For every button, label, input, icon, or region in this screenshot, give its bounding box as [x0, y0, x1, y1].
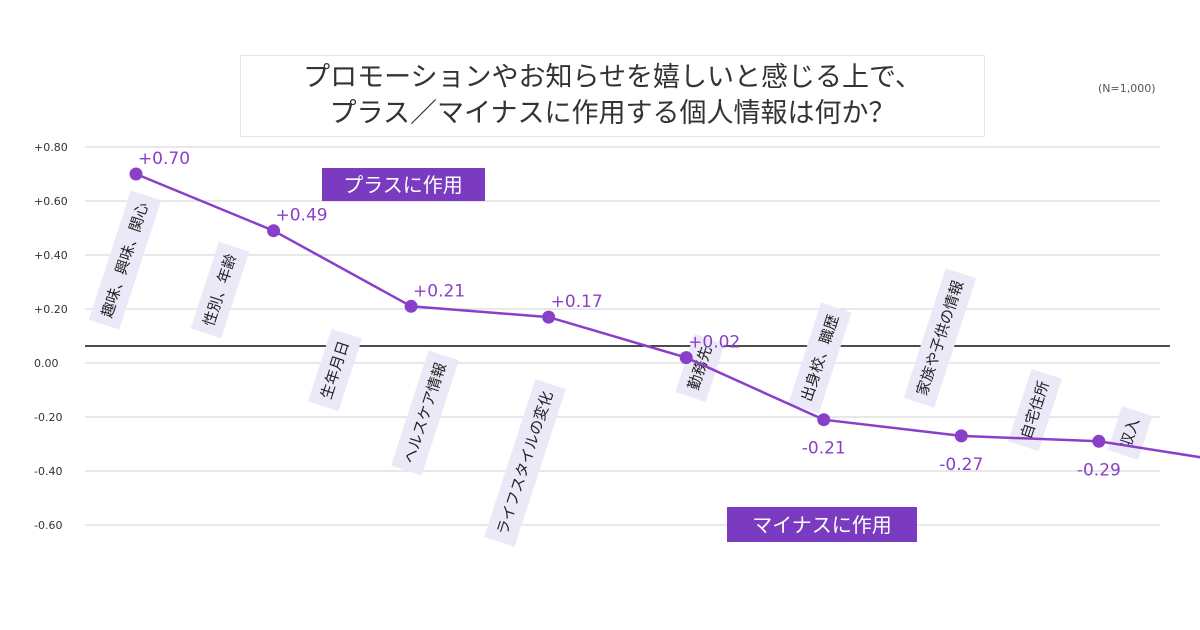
legend-plus-box [322, 168, 485, 201]
category-label-box [190, 241, 250, 339]
y-tick-label: +0.60 [34, 195, 68, 208]
category-label-box [88, 190, 162, 330]
data-value-label: +0.49 [275, 206, 327, 226]
legend-minus-box [727, 507, 917, 542]
legend-minus-label: マイナスに作用 [752, 513, 892, 537]
data-value-label: -0.27 [939, 455, 983, 475]
data-point [817, 413, 831, 427]
chart-title-line1: プロモーションやお知らせを嬉しいと感じる上で、 [303, 62, 922, 93]
data-value-label: -0.21 [802, 439, 846, 459]
data-point [267, 224, 281, 238]
category-label: ライフスタイルの変化 [484, 379, 566, 547]
data-value-label: +0.21 [413, 281, 465, 301]
category-label: ヘルスケア情報 [391, 350, 459, 476]
y-tick-label: -0.60 [34, 519, 62, 532]
legend-plus-label: プラスに作用 [343, 173, 463, 197]
chart-title: プロモーションやお知らせを嬉しいと感じる上で、 プラス／マイナスに作用する個人情… [240, 55, 985, 137]
category-label: 出身校、職歴 [788, 302, 852, 414]
category-label-box [903, 268, 977, 408]
data-point [404, 299, 418, 313]
category-label: 性別、年齢 [190, 241, 250, 339]
data-point [954, 429, 968, 443]
y-tick-label: +0.40 [34, 249, 68, 262]
category-label-box [1107, 406, 1153, 460]
data-value-label: +0.02 [688, 333, 740, 353]
y-tick-label: -0.20 [34, 411, 62, 424]
series-line [135, 172, 1200, 459]
sample-size-note: (N=1,000) [1098, 82, 1156, 95]
data-point [542, 310, 556, 324]
category-label-box [1008, 368, 1062, 452]
data-point [129, 167, 143, 181]
category-label: 家族や子供の情報 [903, 268, 977, 408]
category-label-box [788, 302, 852, 414]
category-label-box [675, 334, 725, 402]
data-point [1092, 434, 1106, 448]
y-tick-label: +0.20 [34, 303, 68, 316]
data-value-label: +0.17 [551, 292, 603, 312]
category-label-text: ライフスタイルの変化 [493, 389, 556, 537]
category-label-box [308, 328, 362, 412]
y-tick-label: 0.00 [34, 357, 59, 370]
y-tick-label: -0.40 [34, 465, 62, 478]
data-value-label: -0.29 [1077, 460, 1121, 480]
category-label-box [484, 379, 566, 547]
y-tick-label: +0.80 [34, 141, 68, 154]
category-label-box [391, 350, 459, 476]
category-label: 生年月日 [308, 328, 362, 412]
data-value-label: +0.70 [138, 149, 190, 169]
data-point [679, 351, 693, 365]
chart-title-line2: プラス／マイナスに作用する個人情報は何か？ [329, 98, 896, 129]
category-label: 収入 [1107, 406, 1153, 460]
